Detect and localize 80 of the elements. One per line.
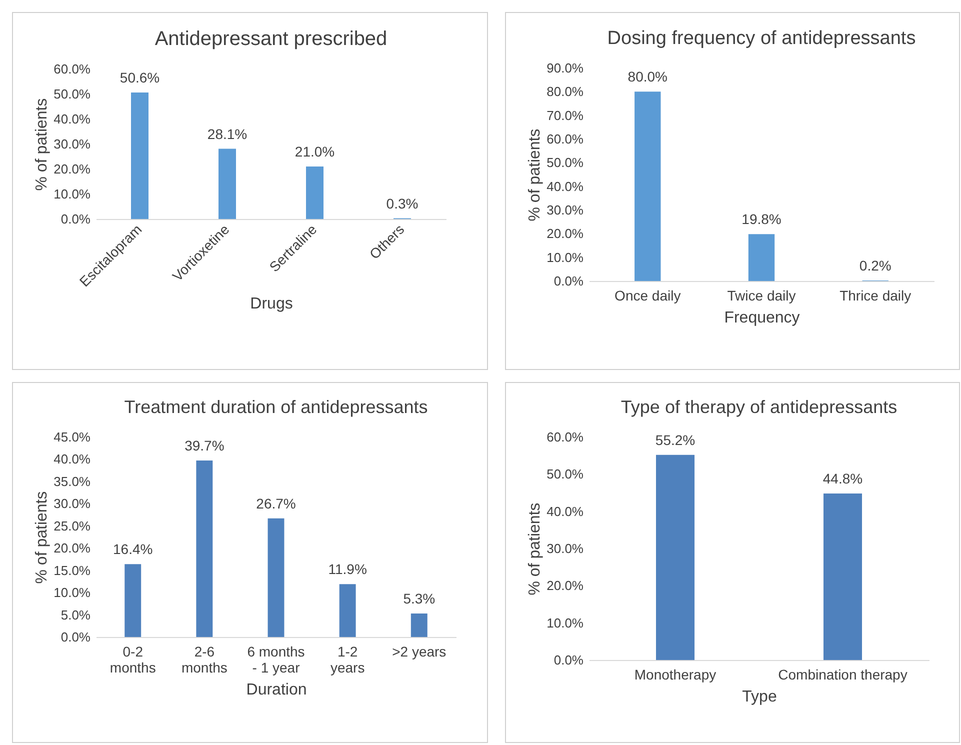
y-tick-label: 0.0%	[554, 652, 584, 668]
chart-title: Treatment duration of antidepressants	[124, 397, 428, 417]
y-tick-label: 90.0%	[546, 60, 584, 76]
y-axis-title: % of patients	[526, 502, 544, 596]
y-tick-label: 35.0%	[54, 474, 91, 489]
bar	[339, 584, 356, 637]
x-tick-label: Monotherapy	[634, 666, 716, 682]
data-label: 11.9%	[328, 561, 367, 578]
x-axis-title: Duration	[246, 682, 307, 698]
y-tick-label: 60.0%	[546, 132, 584, 146]
y-tick-label: 0.0%	[60, 212, 91, 226]
y-tick-label: 40.0%	[54, 452, 91, 467]
data-label: 44.8%	[822, 470, 863, 486]
y-tick-label: 10.0%	[54, 585, 91, 600]
bar	[268, 518, 284, 637]
x-axis-title: Frequency	[724, 310, 800, 326]
y-tick-label: 45.0%	[54, 430, 91, 444]
y-tick-label: 50.0%	[546, 155, 584, 170]
bar	[748, 234, 775, 281]
y-tick-label: 40.0%	[546, 178, 584, 194]
x-tick-label: Once daily	[614, 288, 681, 304]
data-label: 28.1%	[207, 126, 248, 142]
x-axis-title: Drugs	[250, 296, 293, 313]
chart-title: Dosing frequency of antidepressants	[607, 28, 916, 49]
y-tick-label: 60.0%	[54, 62, 91, 76]
y-tick-label: 30.0%	[54, 136, 91, 152]
x-tick-label: 2-6 months	[181, 644, 228, 676]
bar	[218, 148, 236, 219]
y-axis-title: % of patients	[34, 491, 51, 584]
data-label: 39.7%	[184, 438, 224, 454]
y-axis-title: % of patients	[34, 98, 51, 191]
data-label: 5.3%	[403, 590, 436, 606]
data-label: 80.0%	[628, 68, 668, 85]
y-tick-label: 30.0%	[546, 541, 584, 556]
x-tick-label: >2 years	[392, 644, 446, 660]
y-tick-label: 10.0%	[546, 615, 584, 630]
x-tick-label: 1-2 years	[330, 644, 365, 676]
x-tick-label: 0-2 months	[110, 644, 156, 676]
data-label: 21.0%	[294, 144, 335, 160]
y-tick-label: 20.0%	[546, 578, 584, 594]
x-tick-label: Twice daily	[727, 288, 796, 304]
bar	[306, 166, 324, 219]
y-axis-title: % of patients	[526, 128, 544, 222]
data-label: 0.2%	[859, 258, 892, 274]
y-tick-label: 50.0%	[54, 86, 91, 102]
bar	[410, 613, 428, 637]
y-tick-label: 5.0%	[60, 607, 91, 622]
y-tick-label: 30.0%	[54, 496, 91, 512]
y-tick-label: 20.0%	[546, 226, 584, 242]
y-tick-label: 70.0%	[546, 108, 584, 123]
y-tick-label: 40.0%	[54, 112, 91, 126]
y-tick-label: 10.0%	[546, 250, 584, 265]
data-label: 0.3%	[386, 195, 418, 212]
y-tick-label: 0.0%	[554, 274, 584, 288]
y-tick-label: 50.0%	[546, 466, 584, 482]
y-tick-label: 0.0%	[60, 630, 91, 644]
chart-title: Antidepressant prescribed	[154, 28, 388, 50]
chart-title: Type of therapy of antidepressants	[620, 397, 898, 417]
data-label: 55.2%	[655, 432, 696, 448]
y-tick-label: 60.0%	[546, 430, 584, 444]
x-tick-label: Combination therapy	[778, 666, 908, 682]
y-tick-label: 20.0%	[54, 162, 91, 176]
y-tick-label: 40.0%	[546, 504, 584, 519]
y-tick-label: 15.0%	[54, 562, 91, 578]
bar	[131, 92, 148, 219]
data-label: 16.4%	[113, 541, 153, 558]
bar	[196, 460, 213, 637]
bar	[634, 92, 661, 281]
y-tick-label: 10.0%	[54, 186, 91, 202]
data-label: 19.8%	[742, 211, 782, 228]
y-tick-label: 20.0%	[54, 540, 91, 556]
bar	[124, 564, 142, 637]
x-tick-label: 6 months - 1 year	[247, 644, 305, 676]
y-tick-label: 25.0%	[54, 518, 91, 534]
y-tick-label: 80.0%	[546, 84, 584, 100]
y-tick-label: 30.0%	[546, 202, 584, 218]
data-label: 26.7%	[256, 495, 296, 512]
x-axis-title: Type	[742, 688, 777, 706]
data-label: 50.6%	[120, 70, 160, 86]
x-tick-label: Thrice daily	[840, 288, 912, 304]
